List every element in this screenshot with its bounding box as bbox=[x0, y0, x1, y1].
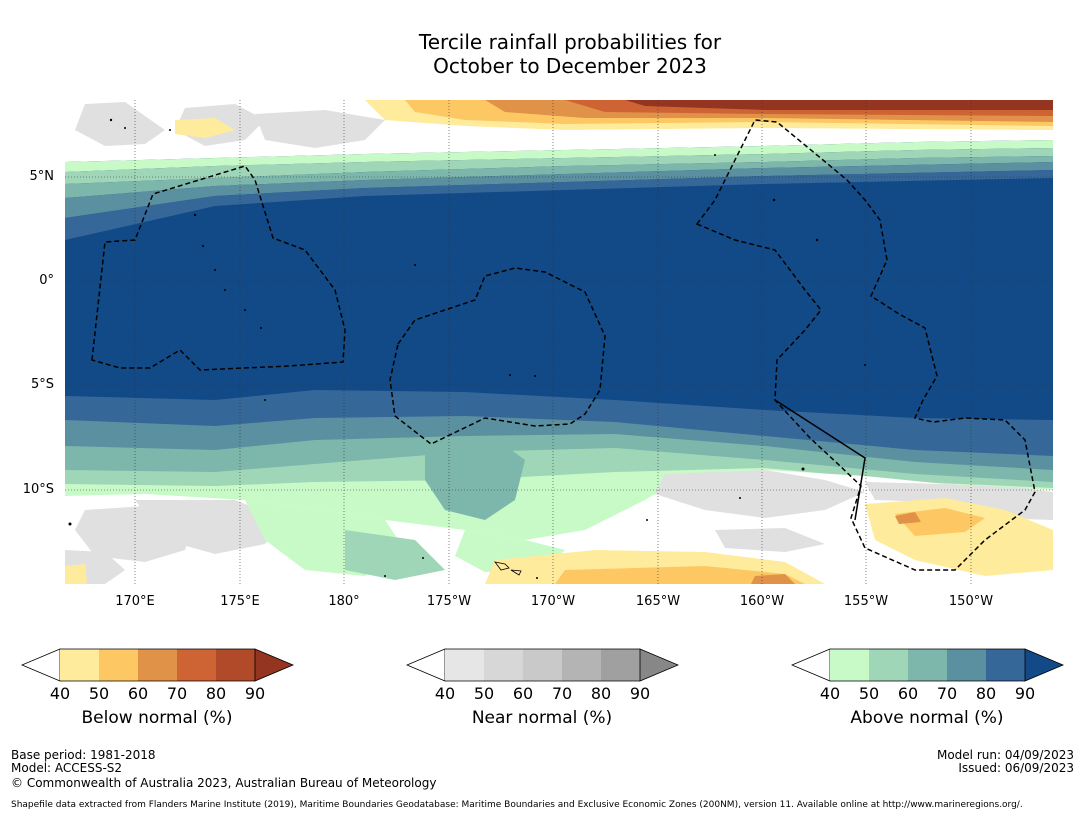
eez-line-islands bbox=[695, 119, 1036, 571]
above-normal-band-north bbox=[65, 170, 1053, 240]
colorbar-segment bbox=[562, 649, 601, 681]
legend-tick: 70 bbox=[551, 684, 573, 703]
below-normal-area-south bbox=[555, 566, 805, 584]
colorbar-segment bbox=[908, 649, 947, 681]
below-normal-area-south bbox=[895, 512, 921, 524]
colorbar-segment bbox=[216, 649, 255, 681]
near-normal-patch-north bbox=[255, 110, 385, 148]
colorbar-segment bbox=[830, 649, 869, 681]
lon-label-170e: 170°E bbox=[115, 594, 155, 609]
above-normal-patch-south bbox=[345, 530, 445, 580]
legend-tick: 40 bbox=[434, 684, 456, 703]
legend-tick: 80 bbox=[205, 684, 227, 703]
above-normal-70-tongue bbox=[425, 438, 525, 520]
eez-boundaries bbox=[91, 119, 1036, 571]
legend-tick: 60 bbox=[897, 684, 919, 703]
lon-label-170w: 170°W bbox=[530, 594, 576, 609]
lon-label-155w: 155°W bbox=[843, 594, 889, 609]
colorbar-segment bbox=[986, 649, 1025, 681]
legend-tick: 70 bbox=[936, 684, 958, 703]
below-normal-band-north bbox=[625, 100, 1053, 110]
rainfall-map[interactable] bbox=[65, 100, 1053, 584]
colorbar-near-normal bbox=[405, 648, 680, 682]
colorbar-segment bbox=[60, 649, 99, 681]
legend-tick: 40 bbox=[49, 684, 71, 703]
near-normal-patch-south bbox=[715, 528, 825, 552]
above-normal-band-north bbox=[65, 140, 1053, 172]
colorbar-below-normal bbox=[20, 648, 295, 682]
colorbar-segment bbox=[869, 649, 908, 681]
legend-tick: 50 bbox=[858, 684, 880, 703]
legend-near-normal: 40 50 60 70 80 90 Near normal (%) bbox=[405, 648, 680, 728]
legend-caption: Near normal (%) bbox=[471, 708, 613, 728]
legend-tick: 80 bbox=[590, 684, 612, 703]
legend-tick: 90 bbox=[1014, 684, 1036, 703]
colorbar-above-normal bbox=[790, 648, 1065, 682]
islands bbox=[68, 118, 866, 579]
above-normal-band-north bbox=[65, 162, 1053, 218]
colorbar-segment bbox=[99, 649, 138, 681]
colorbar-segment bbox=[138, 649, 177, 681]
colorbar-segment bbox=[601, 649, 640, 681]
lat-label-5s: 5°S bbox=[30, 377, 54, 392]
near-normal-patch-north bbox=[75, 102, 165, 146]
model-name: Model: ACCESS-S2 bbox=[11, 761, 123, 775]
legend-tick: 90 bbox=[244, 684, 266, 703]
lon-label-175w: 175°W bbox=[426, 594, 472, 609]
base-period: Base period: 1981-2018 bbox=[11, 748, 156, 762]
near-normal-patch-south bbox=[135, 500, 285, 554]
shapefile-credit: Shapefile data extracted from Flanders M… bbox=[11, 800, 1023, 810]
title-line-2: October to December 2023 bbox=[433, 54, 707, 78]
colorbar-segment bbox=[523, 649, 562, 681]
lat-label-10s: 10°S bbox=[22, 482, 54, 497]
lon-label-175e: 175°E bbox=[220, 594, 260, 609]
lon-label-150w: 150°W bbox=[948, 594, 994, 609]
colorbar-segment bbox=[639, 648, 680, 682]
footer-right: Model run: 04/09/2023 Issued: 06/09/2023 bbox=[937, 749, 1074, 775]
above-normal-band-north bbox=[65, 148, 1053, 184]
lat-label-0: 0° bbox=[39, 273, 54, 288]
below-normal-area-south bbox=[751, 574, 795, 584]
colorbar-segment bbox=[790, 648, 831, 682]
legend-caption: Above normal (%) bbox=[850, 708, 1004, 728]
model-run: Model run: 04/09/2023 bbox=[936, 748, 1074, 762]
legend-above-normal: 40 50 60 70 80 90 Above normal (%) bbox=[790, 648, 1065, 728]
lon-label-160w: 160°W bbox=[739, 594, 785, 609]
colorbar-segment bbox=[1024, 648, 1065, 682]
copyright: © Commonwealth of Australia 2023, Austra… bbox=[11, 776, 437, 790]
legend-tick: 50 bbox=[88, 684, 110, 703]
footer-left: Base period: 1981-2018 Model: ACCESS-S2 … bbox=[11, 749, 436, 790]
colorbar-segment bbox=[20, 648, 61, 682]
legend-tick: 50 bbox=[473, 684, 495, 703]
legend-tick: 80 bbox=[975, 684, 997, 703]
colorbar-segment bbox=[484, 649, 523, 681]
legend-tick: 60 bbox=[512, 684, 534, 703]
lon-label-165w: 165°W bbox=[635, 594, 681, 609]
below-normal-patch-west bbox=[175, 118, 235, 138]
lat-label-5n: 5°N bbox=[29, 169, 55, 184]
legend-tick: 60 bbox=[127, 684, 149, 703]
eez-solid-boundary bbox=[774, 399, 866, 521]
samoa-islands bbox=[494, 561, 522, 576]
colorbar-segment bbox=[445, 649, 484, 681]
legend-caption: Below normal (%) bbox=[81, 708, 233, 728]
above-normal-band-north bbox=[65, 156, 1053, 198]
colorbar-segment bbox=[177, 649, 216, 681]
map-title: Tercile rainfall probabilities for Octob… bbox=[0, 30, 1085, 78]
title-line-1: Tercile rainfall probabilities for bbox=[418, 30, 722, 54]
near-normal-patch-south bbox=[655, 470, 865, 518]
legend-below-normal: 40 50 60 70 80 90 Below normal (%) bbox=[20, 648, 295, 728]
colorbar-segment bbox=[947, 649, 986, 681]
map-svg bbox=[65, 100, 1053, 584]
legend-tick: 40 bbox=[819, 684, 841, 703]
colorbar-segment bbox=[254, 648, 295, 682]
below-normal-area-south bbox=[65, 564, 87, 584]
eez-kiribati-gilbert bbox=[91, 165, 346, 371]
below-normal-area-south bbox=[895, 508, 985, 536]
legend-tick: 70 bbox=[166, 684, 188, 703]
legend-tick: 90 bbox=[629, 684, 651, 703]
issued-date: Issued: 06/09/2023 bbox=[958, 761, 1074, 775]
colorbar-segment bbox=[405, 648, 446, 682]
lon-label-180: 180° bbox=[328, 594, 360, 609]
